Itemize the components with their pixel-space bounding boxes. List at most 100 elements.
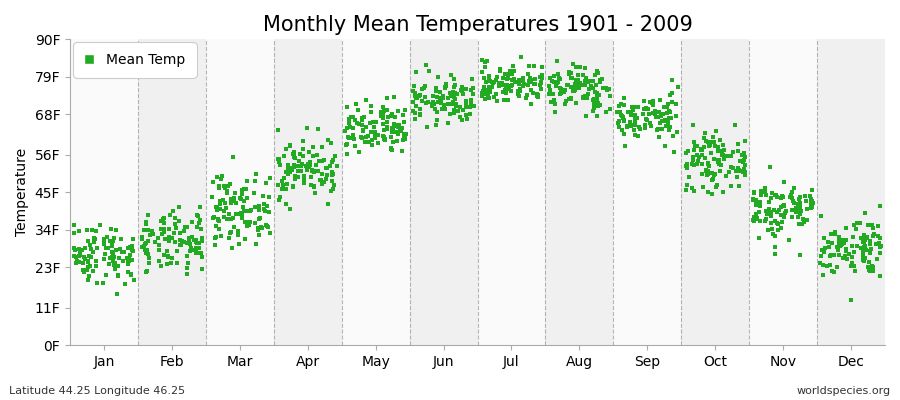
Point: [347, 116, 362, 123]
Point: [849, 226, 863, 232]
Point: [320, 165, 335, 171]
Point: [706, 191, 720, 198]
Point: [230, 232, 245, 238]
Point: [737, 172, 751, 178]
Point: [505, 71, 519, 77]
Point: [661, 103, 675, 110]
Point: [764, 219, 778, 226]
Point: [162, 226, 176, 232]
Point: [661, 101, 675, 107]
Point: [259, 203, 274, 209]
Point: [690, 152, 705, 158]
Point: [392, 129, 406, 135]
Bar: [749, 39, 817, 345]
Point: [293, 163, 308, 169]
Point: [411, 93, 426, 100]
Point: [543, 75, 557, 81]
Point: [586, 78, 600, 84]
Point: [168, 215, 183, 221]
Point: [356, 127, 371, 133]
Point: [176, 238, 190, 244]
Point: [161, 238, 176, 244]
Point: [616, 112, 630, 119]
Point: [587, 104, 601, 111]
Point: [497, 96, 511, 103]
Point: [385, 125, 400, 131]
Point: [596, 84, 610, 91]
Point: [587, 96, 601, 102]
Point: [871, 240, 886, 246]
Point: [141, 260, 156, 266]
Point: [705, 170, 719, 176]
Point: [356, 128, 370, 134]
Point: [736, 166, 751, 172]
Point: [765, 190, 779, 196]
Point: [394, 128, 409, 134]
Point: [455, 117, 470, 123]
Point: [586, 85, 600, 91]
Point: [216, 196, 230, 203]
Point: [310, 126, 325, 132]
Point: [578, 82, 592, 89]
Point: [477, 74, 491, 81]
Point: [733, 168, 747, 174]
Point: [391, 124, 405, 130]
Point: [868, 241, 883, 248]
Point: [212, 226, 226, 233]
Point: [513, 88, 527, 94]
Point: [323, 188, 338, 195]
Point: [558, 100, 572, 107]
Point: [459, 86, 473, 93]
Point: [376, 127, 391, 133]
Y-axis label: Temperature: Temperature: [15, 148, 29, 236]
Point: [82, 273, 96, 279]
Point: [794, 208, 808, 215]
Point: [548, 109, 562, 115]
Point: [553, 76, 567, 82]
Point: [348, 143, 363, 150]
Point: [516, 78, 530, 84]
Point: [853, 219, 868, 226]
Point: [292, 158, 306, 164]
Point: [248, 241, 263, 248]
Point: [355, 117, 369, 123]
Point: [482, 77, 497, 84]
Point: [384, 146, 399, 152]
Point: [760, 211, 774, 217]
Point: [854, 245, 868, 251]
Point: [492, 66, 507, 73]
Point: [832, 252, 846, 258]
Point: [665, 76, 680, 83]
Point: [447, 82, 462, 88]
Point: [554, 90, 569, 97]
Point: [638, 105, 652, 111]
Point: [159, 248, 174, 254]
Point: [256, 206, 271, 213]
Point: [398, 135, 412, 141]
Point: [384, 111, 399, 117]
Point: [738, 153, 752, 160]
Point: [830, 264, 844, 270]
Point: [685, 161, 699, 168]
Point: [451, 108, 465, 114]
Point: [444, 71, 458, 78]
Point: [256, 193, 270, 200]
Point: [595, 76, 609, 82]
Point: [503, 87, 517, 94]
Point: [454, 88, 469, 94]
Point: [100, 245, 114, 251]
Point: [420, 99, 435, 106]
Point: [104, 238, 118, 244]
Point: [581, 86, 596, 92]
Point: [384, 113, 399, 120]
Point: [226, 215, 240, 222]
Point: [387, 94, 401, 100]
Point: [374, 109, 388, 115]
Point: [682, 174, 697, 180]
Point: [844, 260, 859, 266]
Point: [482, 87, 497, 93]
Point: [151, 247, 166, 254]
Point: [792, 196, 806, 203]
Point: [281, 171, 295, 177]
Point: [239, 186, 254, 192]
